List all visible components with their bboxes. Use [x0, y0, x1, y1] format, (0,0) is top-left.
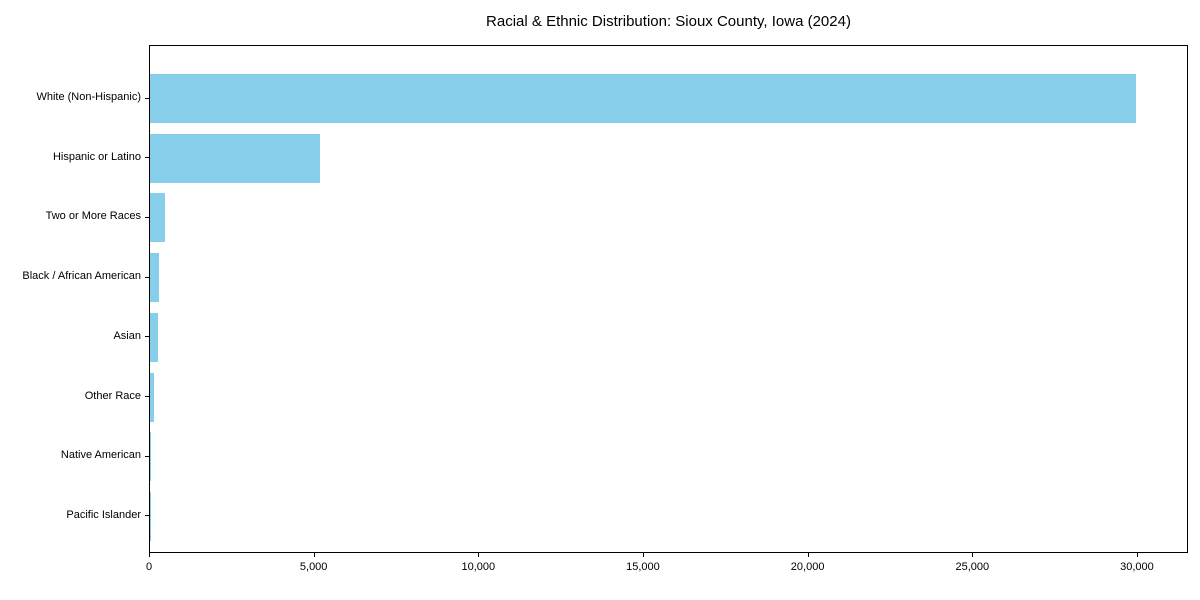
y-axis-label: Two or More Races — [45, 210, 141, 223]
y-axis-label: Black / African American — [22, 270, 141, 283]
y-axis-tick — [145, 515, 149, 517]
y-axis-tick — [145, 97, 149, 99]
x-axis-label: 10,000 — [461, 561, 496, 573]
chart-title: Racial & Ethnic Distribution: Sioux Coun… — [486, 13, 851, 30]
x-axis-label: 0 — [145, 561, 153, 573]
y-axis-label: Asian — [113, 329, 141, 342]
y-axis-tick — [145, 336, 149, 338]
plot-area — [149, 45, 1188, 553]
x-axis-label: 5,000 — [299, 561, 328, 573]
x-axis-label: 25,000 — [955, 561, 990, 573]
y-axis-label: Pacific Islander — [66, 508, 141, 521]
y-axis-label: Hispanic or Latino — [52, 150, 141, 163]
y-axis-label: Other Race — [84, 389, 141, 402]
bar — [150, 193, 166, 243]
y-axis-tick — [145, 157, 149, 159]
bar — [150, 312, 159, 362]
bar — [150, 133, 320, 183]
x-axis-tick — [478, 553, 480, 557]
x-axis-label: 15,000 — [626, 561, 660, 573]
bar — [150, 253, 160, 303]
x-axis-tick — [807, 553, 809, 557]
y-axis-label: White (Non-Hispanic) — [36, 91, 141, 103]
y-axis-tick — [145, 216, 149, 218]
bar — [150, 372, 154, 422]
x-axis-tick — [642, 553, 644, 557]
y-axis-tick — [145, 276, 149, 278]
bar — [150, 432, 152, 482]
y-axis-label: Native American — [60, 449, 141, 462]
x-axis-label: 30,000 — [1120, 561, 1154, 573]
y-axis-tick — [145, 455, 149, 457]
x-axis-tick — [313, 553, 315, 557]
y-axis-tick — [145, 396, 149, 397]
x-axis-label: 20,000 — [790, 561, 825, 573]
x-axis-tick — [1136, 553, 1138, 557]
x-axis-tick — [149, 553, 150, 557]
bar — [150, 74, 1137, 123]
x-axis-tick — [972, 553, 974, 557]
